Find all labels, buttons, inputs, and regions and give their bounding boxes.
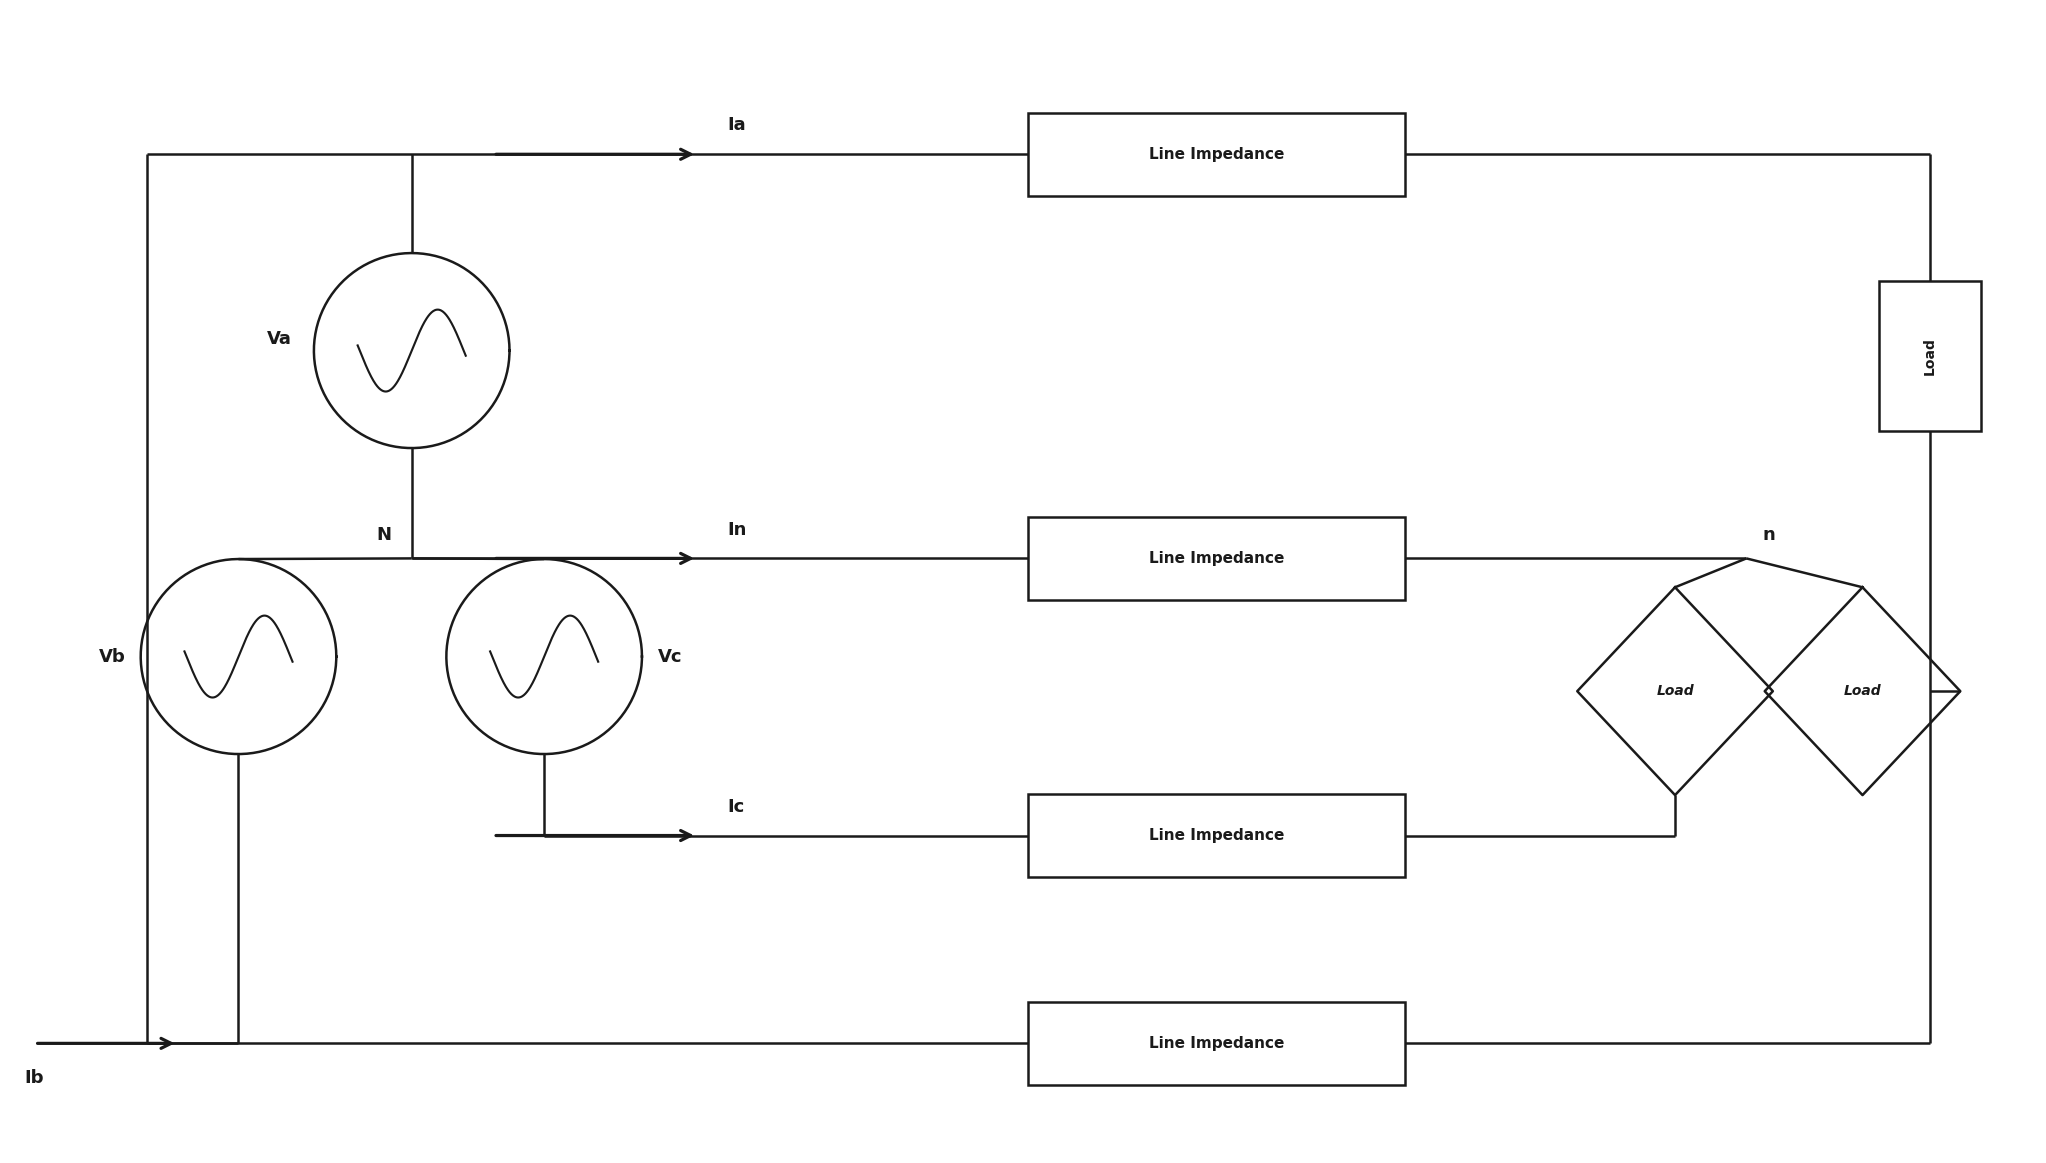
Text: Vb: Vb [98,648,125,665]
FancyBboxPatch shape [1027,113,1406,195]
Text: Load: Load [1923,337,1938,376]
FancyBboxPatch shape [1027,794,1406,877]
Text: n: n [1764,527,1776,544]
Text: Line Impedance: Line Impedance [1150,551,1285,566]
Text: Line Impedance: Line Impedance [1150,1036,1285,1051]
FancyBboxPatch shape [1027,516,1406,600]
Text: Ic: Ic [728,798,745,815]
FancyBboxPatch shape [1027,1001,1406,1085]
Text: Ia: Ia [728,116,747,135]
Text: Line Impedance: Line Impedance [1150,828,1285,843]
Text: Va: Va [266,330,293,348]
Text: N: N [376,527,391,544]
Text: Vc: Vc [659,648,683,665]
Text: Ib: Ib [25,1069,45,1087]
Text: Load: Load [1843,684,1882,698]
Text: Line Impedance: Line Impedance [1150,147,1285,162]
Text: In: In [728,521,747,538]
FancyBboxPatch shape [1878,281,1981,431]
Text: Load: Load [1657,684,1694,698]
